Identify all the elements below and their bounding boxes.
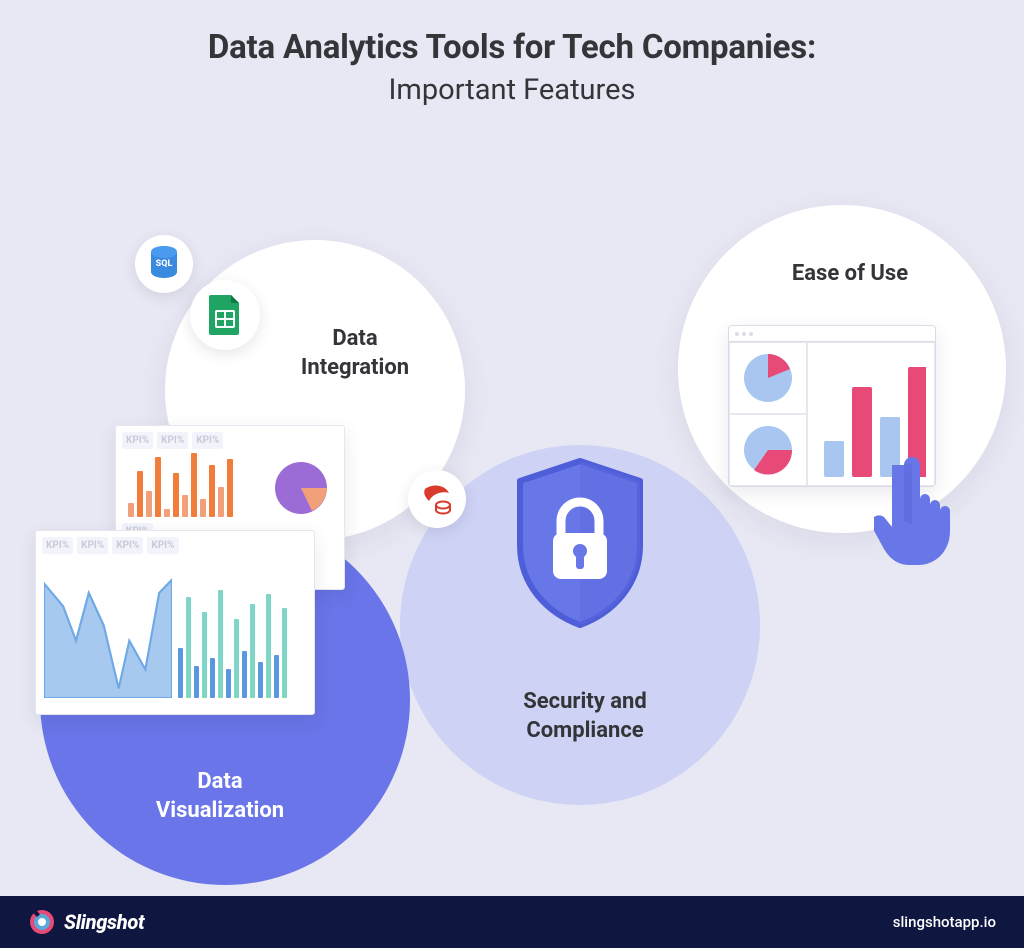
kpi-badge: KPI% xyxy=(192,432,223,449)
title-block: Data Analytics Tools for Tech Companies:… xyxy=(0,28,1024,107)
label-dv-line1: Data xyxy=(197,769,242,794)
pointer-hand-icon xyxy=(874,455,960,567)
infographic-canvas: Data Analytics Tools for Tech Companies:… xyxy=(0,0,1024,948)
label-ease-of-use: Ease of Use xyxy=(770,260,930,289)
svg-text:SQL: SQL xyxy=(156,259,173,269)
kpi-badge: KPI% xyxy=(77,537,108,554)
eu-pie-1 xyxy=(729,342,807,414)
kpi-badge: KPI% xyxy=(147,537,178,554)
bar-chart-back xyxy=(120,453,266,523)
kpi-badge: KPI% xyxy=(42,537,73,554)
label-dv-line2: Visualization xyxy=(156,798,284,823)
kpi-row-front: KPI% KPI% KPI% KPI% xyxy=(36,531,314,556)
kpi-badge: KPI% xyxy=(112,537,143,554)
eu-pie-2 xyxy=(729,414,807,486)
label-data-integration: Data Integration xyxy=(280,325,430,382)
sheets-icon xyxy=(190,280,260,350)
label-sc-line2: Compliance xyxy=(526,718,643,743)
label-data-visualization: Data Visualization xyxy=(130,768,310,825)
label-sc-line1: Security and xyxy=(523,689,647,714)
brand-logo-icon xyxy=(28,908,56,936)
kpi-badge: KPI% xyxy=(157,432,188,449)
sql-icon: SQL xyxy=(135,235,193,293)
window-chrome xyxy=(729,326,935,342)
area-chart-front xyxy=(44,560,172,698)
brand-name: Slingshot xyxy=(64,910,144,934)
kpi-badge: KPI% xyxy=(122,432,153,449)
label-security: Security and Compliance xyxy=(500,688,670,745)
kpi-row-back: KPI% KPI% KPI% xyxy=(116,426,344,451)
sqlserver-icon xyxy=(408,470,466,528)
label-di-line1: Data xyxy=(332,326,377,351)
bar-chart-front xyxy=(178,560,306,698)
brand-block: Slingshot xyxy=(28,908,144,936)
label-di-line2: Integration xyxy=(301,355,409,380)
title-sub: Important Features xyxy=(0,73,1024,107)
pie-chart-back xyxy=(272,459,330,517)
shield-icon xyxy=(505,455,655,630)
dashboard-card-front: KPI% KPI% KPI% KPI% xyxy=(35,530,315,715)
title-main: Data Analytics Tools for Tech Companies: xyxy=(0,28,1024,67)
brand-url: slingshotapp.io xyxy=(893,913,996,931)
footer-bar: Slingshot slingshotapp.io xyxy=(0,896,1024,948)
